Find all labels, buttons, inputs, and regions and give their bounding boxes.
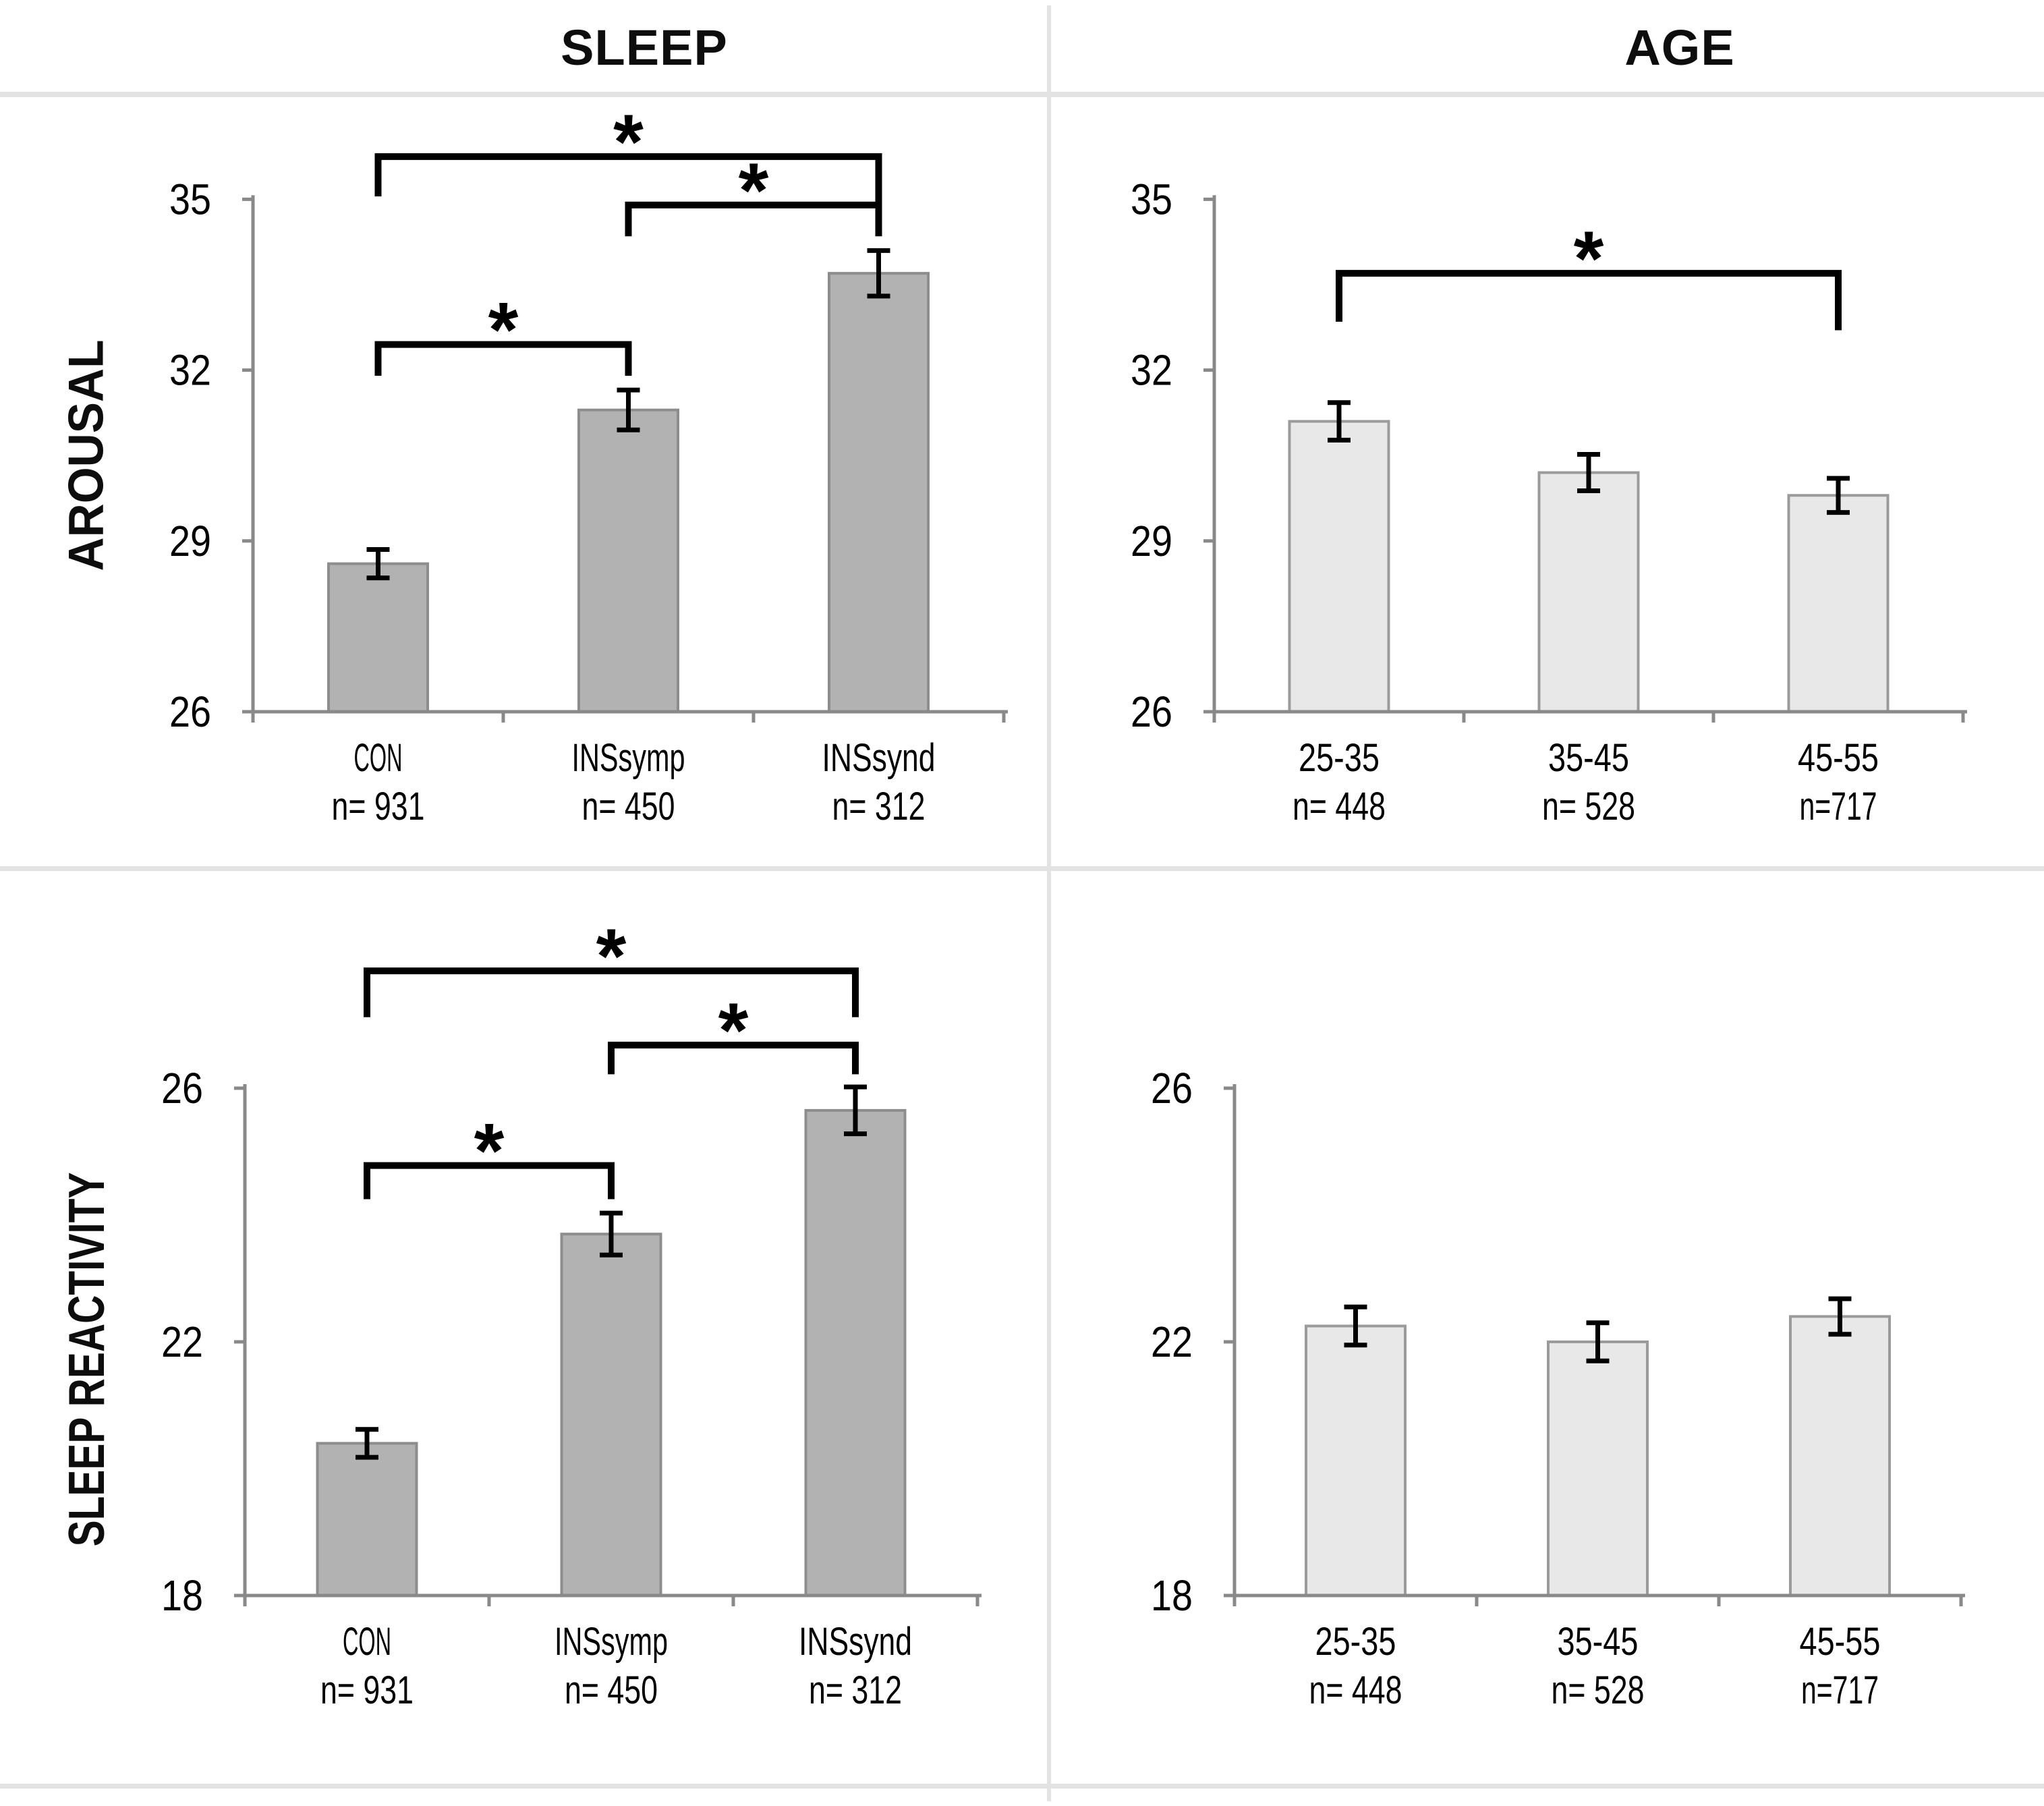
y-tick-label-sleep-reactivity-26: 26 [161, 1064, 203, 1112]
bar-age-reactivity-45-55 [1789, 1315, 1891, 1598]
y-tick-label-age-reactivity-18: 18 [1151, 1571, 1193, 1620]
divider-vertical-rule [1047, 5, 1051, 1801]
y-tick-label-sleep-reactivity-22: 22 [161, 1318, 203, 1366]
y-tick-label-age-arousal-35: 35 [1131, 175, 1172, 223]
y-tick-label-age-arousal-32: 32 [1131, 346, 1172, 395]
category-label-age-arousal-1: 35-45 [1548, 736, 1629, 780]
bar-age-reactivity-25-35 [1305, 1324, 1407, 1597]
divider-bottom-rule [0, 1784, 2044, 1788]
n-label-age-reactivity-0: n= 448 [1309, 1668, 1402, 1712]
divider-header-rule [0, 92, 2044, 97]
y-tick-label-sleep-reactivity-18: 18 [161, 1571, 203, 1620]
bar-sleep-arousal-CON [327, 562, 429, 713]
bar-sleep-arousal-INSsynd [828, 272, 930, 713]
bar-age-arousal-45-55 [1787, 494, 1890, 714]
n-label-sleep-arousal-2: n= 312 [832, 785, 926, 828]
y-tick-label-age-arousal-29: 29 [1131, 517, 1172, 565]
category-label-sleep-arousal-0: CON [354, 736, 403, 780]
sig-bracket-age-arousal-0 [1336, 270, 1842, 331]
category-label-age-arousal-2: 45-55 [1798, 736, 1879, 780]
sig-bracket-sleep-reactivity-0 [364, 1162, 615, 1200]
column-header-age: AGE [1624, 20, 1735, 76]
sig-bracket-sleep-reactivity-2 [364, 967, 859, 1017]
n-label-sleep-reactivity-1: n= 450 [565, 1668, 658, 1712]
bar-age-arousal-35-45 [1537, 471, 1640, 714]
sig-star-age-arousal-0: * [1574, 216, 1604, 302]
bar-age-arousal-25-35 [1288, 420, 1390, 713]
sig-bracket-sleep-arousal-0 [374, 341, 632, 376]
sig-star-sleep-arousal-2: * [613, 99, 644, 186]
divider-middle-rule [0, 866, 2044, 871]
category-label-age-reactivity-2: 45-55 [1800, 1620, 1881, 1664]
n-label-sleep-arousal-0: n= 931 [332, 785, 425, 828]
category-label-age-arousal-0: 25-35 [1299, 736, 1380, 780]
y-tick-label-sleep-arousal-29: 29 [169, 517, 211, 565]
y-tick-label-age-reactivity-22: 22 [1151, 1318, 1193, 1366]
bar-sleep-reactivity-INSsymp [560, 1233, 662, 1597]
y-tick-label-sleep-arousal-32: 32 [169, 346, 211, 395]
bar-sleep-reactivity-CON [316, 1442, 418, 1597]
sig-bracket-sleep-reactivity-1 [608, 1042, 859, 1075]
category-label-sleep-reactivity-2: INSsynd [799, 1620, 912, 1664]
bar-age-reactivity-35-45 [1547, 1341, 1649, 1597]
sig-star-sleep-reactivity-2: * [596, 913, 627, 1000]
sig-bracket-sleep-arousal-1 [625, 201, 882, 237]
n-label-sleep-reactivity-2: n= 312 [809, 1668, 902, 1712]
y-tick-label-sleep-arousal-35: 35 [169, 175, 211, 223]
category-label-sleep-arousal-2: INSsynd [822, 736, 936, 780]
n-label-age-arousal-0: n= 448 [1293, 785, 1386, 828]
category-label-age-reactivity-1: 35-45 [1558, 1620, 1639, 1664]
n-label-age-arousal-1: n= 528 [1542, 785, 1635, 828]
n-label-age-reactivity-1: n= 528 [1552, 1668, 1645, 1712]
sig-star-sleep-reactivity-1: * [718, 988, 749, 1074]
y-tick-label-age-reactivity-26: 26 [1151, 1064, 1193, 1112]
sig-star-sleep-arousal-1: * [739, 148, 769, 234]
category-label-sleep-reactivity-0: CON [343, 1620, 391, 1664]
bar-sleep-arousal-INSsymp [577, 408, 679, 713]
sig-bracket-sleep-arousal-2 [374, 153, 882, 202]
n-label-sleep-reactivity-0: n= 931 [320, 1668, 414, 1712]
category-label-sleep-arousal-1: INSsymp [572, 736, 685, 780]
column-header-sleep: SLEEP [561, 20, 728, 76]
bar-sleep-reactivity-INSsynd [804, 1108, 907, 1597]
n-label-age-reactivity-2: n=717 [1801, 1668, 1879, 1712]
category-label-sleep-reactivity-1: INSsymp [555, 1620, 668, 1664]
n-label-sleep-arousal-1: n= 450 [582, 785, 675, 828]
sig-star-sleep-arousal-0: * [488, 287, 519, 374]
sig-star-sleep-reactivity-0: * [474, 1108, 505, 1195]
category-label-age-reactivity-0: 25-35 [1315, 1620, 1396, 1664]
n-label-age-arousal-2: n=717 [1800, 785, 1877, 828]
y-tick-label-sleep-arousal-26: 26 [169, 687, 211, 736]
y-tick-label-age-arousal-26: 26 [1131, 687, 1172, 736]
